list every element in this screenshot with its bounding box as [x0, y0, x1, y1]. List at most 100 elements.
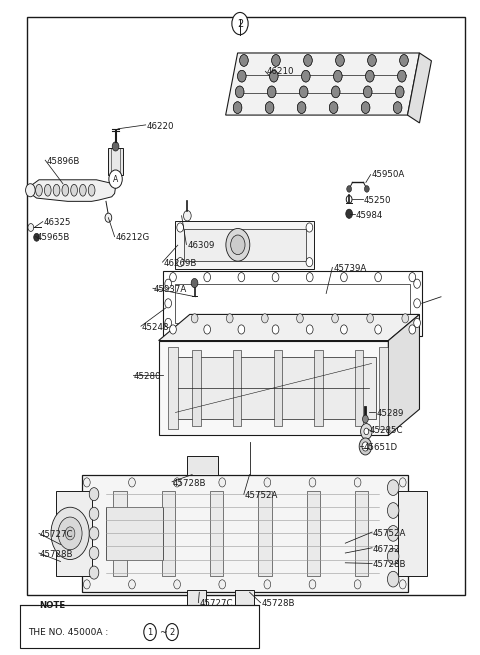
Circle shape [267, 86, 276, 98]
Circle shape [329, 102, 338, 113]
Circle shape [89, 566, 99, 579]
Text: 45728B: 45728B [262, 599, 295, 608]
FancyBboxPatch shape [175, 221, 314, 269]
Circle shape [354, 580, 361, 589]
FancyBboxPatch shape [187, 590, 206, 612]
Circle shape [238, 70, 246, 82]
Circle shape [387, 502, 399, 518]
Ellipse shape [53, 184, 60, 196]
Text: 45728B: 45728B [40, 550, 73, 559]
Circle shape [65, 527, 75, 540]
FancyBboxPatch shape [233, 350, 241, 426]
FancyBboxPatch shape [258, 491, 272, 576]
Circle shape [265, 102, 274, 113]
FancyBboxPatch shape [274, 350, 282, 426]
Text: 45285C: 45285C [369, 426, 403, 436]
Circle shape [301, 70, 310, 82]
Circle shape [368, 54, 376, 66]
Text: 46325: 46325 [44, 218, 71, 227]
Ellipse shape [88, 184, 95, 196]
Circle shape [297, 314, 303, 323]
Circle shape [272, 54, 280, 66]
Text: 45739A: 45739A [333, 264, 367, 273]
Circle shape [360, 424, 372, 440]
Text: 46309: 46309 [187, 241, 215, 250]
Text: 46212G: 46212G [116, 233, 150, 242]
Text: NOTE: NOTE [39, 601, 65, 610]
Circle shape [304, 54, 312, 66]
Text: 46210: 46210 [266, 67, 294, 76]
Circle shape [309, 580, 316, 589]
Circle shape [165, 299, 171, 308]
Circle shape [399, 580, 406, 589]
Circle shape [306, 257, 313, 267]
Circle shape [414, 299, 420, 308]
Circle shape [112, 142, 119, 151]
Circle shape [262, 314, 268, 323]
Text: A: A [113, 175, 118, 183]
Text: 45250: 45250 [363, 196, 391, 205]
Circle shape [272, 325, 279, 334]
Text: 45937A: 45937A [154, 285, 187, 294]
Text: 45289: 45289 [376, 409, 404, 419]
Circle shape [34, 233, 39, 241]
Circle shape [387, 525, 399, 541]
Text: 46732: 46732 [373, 544, 400, 553]
Circle shape [354, 478, 361, 487]
Circle shape [204, 272, 211, 282]
Circle shape [144, 624, 156, 641]
Circle shape [235, 86, 244, 98]
Ellipse shape [62, 184, 69, 196]
Text: 45950A: 45950A [372, 170, 405, 179]
FancyBboxPatch shape [314, 350, 323, 426]
Circle shape [240, 54, 248, 66]
Circle shape [238, 325, 245, 334]
Circle shape [414, 318, 420, 328]
Circle shape [89, 546, 99, 559]
Circle shape [264, 478, 271, 487]
Text: ~: ~ [158, 627, 166, 637]
Text: 45728B: 45728B [373, 560, 407, 569]
Ellipse shape [80, 184, 86, 196]
Circle shape [331, 86, 340, 98]
Circle shape [58, 517, 82, 550]
Circle shape [306, 223, 313, 232]
Circle shape [174, 580, 180, 589]
Text: 45896B: 45896B [46, 157, 80, 166]
Text: 45727C: 45727C [40, 530, 73, 539]
Circle shape [272, 272, 279, 282]
Circle shape [346, 209, 352, 218]
Circle shape [129, 580, 135, 589]
FancyBboxPatch shape [20, 605, 259, 648]
Ellipse shape [36, 184, 42, 196]
FancyBboxPatch shape [106, 507, 163, 559]
Circle shape [84, 478, 90, 487]
Polygon shape [158, 341, 388, 436]
FancyBboxPatch shape [168, 347, 178, 429]
Circle shape [174, 478, 180, 487]
Circle shape [28, 223, 34, 231]
Circle shape [89, 507, 99, 520]
FancyBboxPatch shape [184, 229, 306, 261]
Circle shape [231, 235, 245, 255]
Circle shape [347, 185, 351, 192]
FancyBboxPatch shape [398, 491, 427, 576]
Circle shape [387, 480, 399, 495]
FancyBboxPatch shape [187, 457, 218, 475]
Text: 45728B: 45728B [173, 479, 206, 487]
Circle shape [89, 487, 99, 500]
Circle shape [397, 70, 406, 82]
Circle shape [84, 580, 90, 589]
Polygon shape [30, 179, 116, 201]
Text: 1: 1 [147, 627, 153, 637]
Circle shape [204, 325, 211, 334]
Circle shape [109, 170, 122, 188]
Circle shape [387, 571, 399, 587]
Text: 46269B: 46269B [163, 259, 197, 268]
FancyBboxPatch shape [82, 475, 408, 592]
Circle shape [300, 86, 308, 98]
Text: 45248: 45248 [142, 323, 169, 332]
Polygon shape [408, 53, 432, 123]
Circle shape [227, 314, 233, 323]
FancyBboxPatch shape [355, 350, 363, 426]
